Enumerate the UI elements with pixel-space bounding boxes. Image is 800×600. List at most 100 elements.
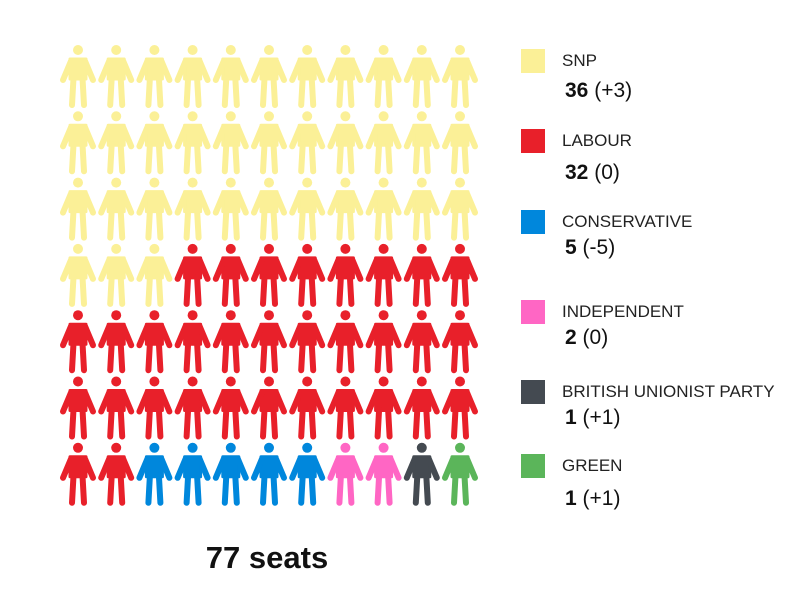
seat-icon-labour bbox=[98, 376, 135, 440]
seat-icon-snp bbox=[289, 111, 326, 175]
seat-icon-snp bbox=[60, 45, 96, 108]
legend-swatch-british-unionist-party bbox=[521, 380, 545, 404]
seat-icon-snp bbox=[403, 111, 440, 175]
seat-icon-snp bbox=[212, 177, 249, 241]
legend-swatch-labour bbox=[521, 129, 545, 153]
seat-icon-independent bbox=[327, 442, 364, 506]
total-seats-label: 77 seats bbox=[205, 540, 329, 575]
seat-icon-snp bbox=[136, 45, 173, 108]
seat-icon-snp bbox=[98, 111, 135, 175]
legend-seat-result: 36 (+3) bbox=[565, 79, 632, 103]
seat-icon-snp bbox=[60, 111, 96, 175]
seat-icon-green bbox=[442, 442, 478, 506]
seat-icon-snp bbox=[251, 45, 287, 108]
legend-item-snp: SNP 36 (+3) bbox=[0, 46, 800, 106]
legend-swatch-snp bbox=[521, 49, 545, 73]
seat-count: 5 bbox=[565, 236, 577, 259]
seat-icon-snp bbox=[212, 111, 249, 175]
seat-change: (0) bbox=[582, 326, 609, 349]
seat-count: 32 bbox=[565, 161, 589, 184]
legend-item-conservative: CONSERVATIVE 5 (-5) bbox=[0, 207, 800, 267]
legend-item-labour: LABOUR 32 (0) bbox=[0, 126, 800, 186]
seat-icon-labour bbox=[98, 310, 135, 374]
seat-icon-snp bbox=[365, 177, 402, 241]
legend-item-british-unionist-party: BRITISH UNIONIST PARTY 1 (+1) bbox=[0, 377, 800, 437]
seat-icon-labour bbox=[289, 310, 326, 374]
seat-count: 1 bbox=[565, 406, 577, 429]
seat-icon-labour bbox=[212, 310, 249, 374]
seat-icon-labour bbox=[327, 310, 364, 374]
seat-icon-labour bbox=[212, 376, 249, 440]
seat-icon-labour bbox=[60, 310, 96, 374]
seat-icon-snp bbox=[403, 177, 440, 241]
legend-seat-result: 1 (+1) bbox=[565, 406, 620, 430]
seat-icon-labour bbox=[60, 442, 96, 506]
legend-party-name: GREEN bbox=[562, 456, 623, 475]
seat-icon-labour bbox=[251, 243, 287, 307]
seat-count: 1 bbox=[565, 487, 577, 510]
seat-icon-conservative bbox=[174, 442, 211, 506]
seat-icon-snp bbox=[136, 177, 173, 241]
seat-icon-conservative bbox=[212, 442, 249, 506]
seat-icon-snp bbox=[442, 45, 478, 108]
seat-icon-snp bbox=[174, 111, 211, 175]
seat-icon-conservative bbox=[136, 442, 173, 506]
seat-icon-snp bbox=[60, 177, 96, 241]
seat-icon-labour bbox=[174, 376, 211, 440]
seat-icon-labour bbox=[174, 310, 211, 374]
seat-icon-labour bbox=[442, 243, 478, 307]
seat-icon-snp bbox=[251, 111, 287, 175]
seat-icon-labour bbox=[365, 243, 402, 307]
seat-icon-snp bbox=[98, 45, 135, 108]
legend-party-name: CONSERVATIVE bbox=[562, 212, 693, 231]
seat-change: (-5) bbox=[582, 236, 616, 259]
seat-icon-labour bbox=[403, 243, 440, 307]
seat-icon-labour bbox=[442, 376, 478, 440]
seat-icon-labour bbox=[365, 310, 402, 374]
seat-icon-snp bbox=[327, 111, 364, 175]
seat-icon-snp bbox=[327, 45, 364, 108]
seat-icon-snp bbox=[365, 111, 402, 175]
seat-icon-snp bbox=[174, 177, 211, 241]
legend-seat-result: 2 (0) bbox=[565, 326, 608, 350]
legend-seat-result: 32 (0) bbox=[565, 161, 620, 185]
seat-icon-labour bbox=[403, 376, 440, 440]
legend-seat-result: 5 (-5) bbox=[565, 236, 615, 260]
seat-icon-conservative bbox=[251, 442, 287, 506]
legend-party-name: INDEPENDENT bbox=[562, 302, 684, 321]
seat-icon-labour bbox=[174, 243, 211, 307]
seat-icon-snp bbox=[289, 177, 326, 241]
legend-party-name: LABOUR bbox=[562, 131, 632, 150]
seat-icon-snp bbox=[442, 177, 478, 241]
legend-item-independent: INDEPENDENT 2 (0) bbox=[0, 297, 800, 357]
seat-icon-snp bbox=[136, 111, 173, 175]
seat-icon-snp bbox=[403, 45, 440, 108]
seat-icon-labour bbox=[289, 376, 326, 440]
seat-icon-snp bbox=[442, 111, 478, 175]
seat-icon-snp bbox=[98, 177, 135, 241]
seat-icon-labour bbox=[251, 310, 287, 374]
legend-item-green: GREEN 1 (+1) bbox=[0, 451, 800, 511]
seat-icon-labour bbox=[136, 376, 173, 440]
seat-change: (+3) bbox=[594, 79, 633, 102]
seat-change: (+1) bbox=[582, 487, 621, 510]
seat-icon-labour bbox=[403, 310, 440, 374]
legend-party-name: SNP bbox=[562, 51, 597, 70]
seat-count: 36 bbox=[565, 79, 589, 102]
seat-icon-labour bbox=[327, 243, 364, 307]
seat-icon-snp bbox=[136, 243, 173, 307]
seat-icon-snp bbox=[98, 243, 135, 307]
seat-icon-snp bbox=[365, 45, 402, 108]
seat-icon-labour bbox=[327, 376, 364, 440]
seat-icon-labour bbox=[251, 376, 287, 440]
seat-icon-labour bbox=[60, 376, 96, 440]
legend-swatch-green bbox=[521, 454, 545, 478]
seat-change: (0) bbox=[594, 161, 620, 184]
seat-icon-snp bbox=[327, 177, 364, 241]
legend-swatch-conservative bbox=[521, 210, 545, 234]
seat-count: 2 bbox=[565, 326, 577, 349]
seat-icon-snp bbox=[174, 45, 211, 108]
seat-icon-snp bbox=[251, 177, 287, 241]
seat-icon-independent bbox=[365, 442, 402, 506]
